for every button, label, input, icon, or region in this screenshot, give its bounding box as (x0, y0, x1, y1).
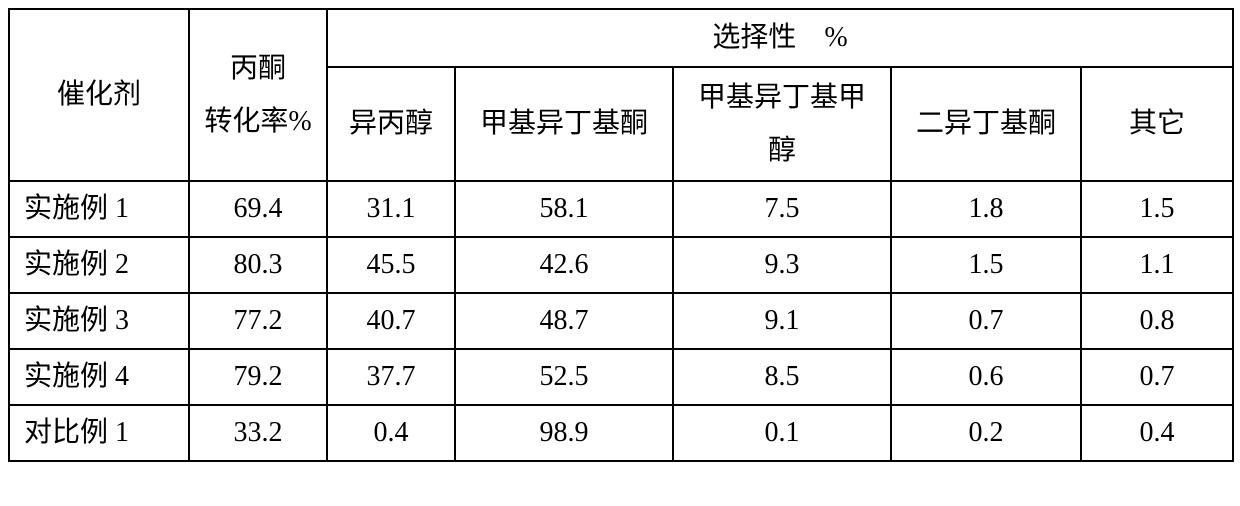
table-row: 对比例 1 33.2 0.4 98.9 0.1 0.2 0.4 (9, 405, 1233, 461)
cell-mibk: 98.9 (455, 405, 673, 461)
cell-other: 0.8 (1081, 293, 1233, 349)
table-row: 实施例 1 69.4 31.1 58.1 7.5 1.8 1.5 (9, 181, 1233, 237)
table-body: 实施例 1 69.4 31.1 58.1 7.5 1.8 1.5 实施例 2 8… (9, 181, 1233, 461)
cell-conversion: 69.4 (189, 181, 327, 237)
cell-mibk: 42.6 (455, 237, 673, 293)
cell-diibk: 0.6 (891, 349, 1081, 405)
cell-mibc: 9.3 (673, 237, 891, 293)
cell-other: 1.5 (1081, 181, 1233, 237)
cell-mibc: 0.1 (673, 405, 891, 461)
cell-ipa: 31.1 (327, 181, 455, 237)
col-header-ipa: 异丙醇 (327, 67, 455, 181)
col-header-mibc: 甲基异丁基甲 醇 (673, 67, 891, 181)
cell-other: 0.4 (1081, 405, 1233, 461)
table-row: 实施例 2 80.3 45.5 42.6 9.3 1.5 1.1 (9, 237, 1233, 293)
cell-other: 0.7 (1081, 349, 1233, 405)
cell-ipa: 0.4 (327, 405, 455, 461)
cell-mibc: 7.5 (673, 181, 891, 237)
col-header-diibk: 二异丁基酮 (891, 67, 1081, 181)
cell-catalyst: 实施例 2 (9, 237, 189, 293)
col-header-conversion-line1: 丙酮 (230, 53, 286, 84)
col-header-selectivity-group: 选择性% (327, 9, 1233, 67)
cell-ipa: 40.7 (327, 293, 455, 349)
cell-conversion: 33.2 (189, 405, 327, 461)
cell-ipa: 45.5 (327, 237, 455, 293)
cell-conversion: 80.3 (189, 237, 327, 293)
col-header-mibc-line2: 醇 (768, 135, 796, 166)
cell-catalyst: 实施例 3 (9, 293, 189, 349)
col-header-mibk: 甲基异丁基酮 (455, 67, 673, 181)
cell-diibk: 1.8 (891, 181, 1081, 237)
cell-diibk: 0.7 (891, 293, 1081, 349)
col-header-other: 其它 (1081, 67, 1233, 181)
cell-mibk: 48.7 (455, 293, 673, 349)
cell-other: 1.1 (1081, 237, 1233, 293)
table-row: 实施例 4 79.2 37.7 52.5 8.5 0.6 0.7 (9, 349, 1233, 405)
selectivity-label: 选择性% (712, 22, 847, 53)
cell-mibk: 58.1 (455, 181, 673, 237)
cell-diibk: 0.2 (891, 405, 1081, 461)
cell-mibc: 9.1 (673, 293, 891, 349)
catalyst-results-table: 催化剂 丙酮 转化率% 选择性% 异丙醇 甲基异丁基酮 甲基异丁基甲 醇 二异丁… (8, 8, 1234, 462)
cell-catalyst: 实施例 4 (9, 349, 189, 405)
col-header-conversion-line2: 转化率% (204, 106, 311, 137)
cell-conversion: 77.2 (189, 293, 327, 349)
cell-conversion: 79.2 (189, 349, 327, 405)
cell-catalyst: 对比例 1 (9, 405, 189, 461)
cell-ipa: 37.7 (327, 349, 455, 405)
cell-diibk: 1.5 (891, 237, 1081, 293)
cell-mibc: 8.5 (673, 349, 891, 405)
cell-mibk: 52.5 (455, 349, 673, 405)
col-header-conversion: 丙酮 转化率% (189, 9, 327, 181)
col-header-mibc-line1: 甲基异丁基甲 (698, 82, 866, 113)
table-row: 实施例 3 77.2 40.7 48.7 9.1 0.7 0.8 (9, 293, 1233, 349)
cell-catalyst: 实施例 1 (9, 181, 189, 237)
col-header-catalyst: 催化剂 (9, 9, 189, 181)
